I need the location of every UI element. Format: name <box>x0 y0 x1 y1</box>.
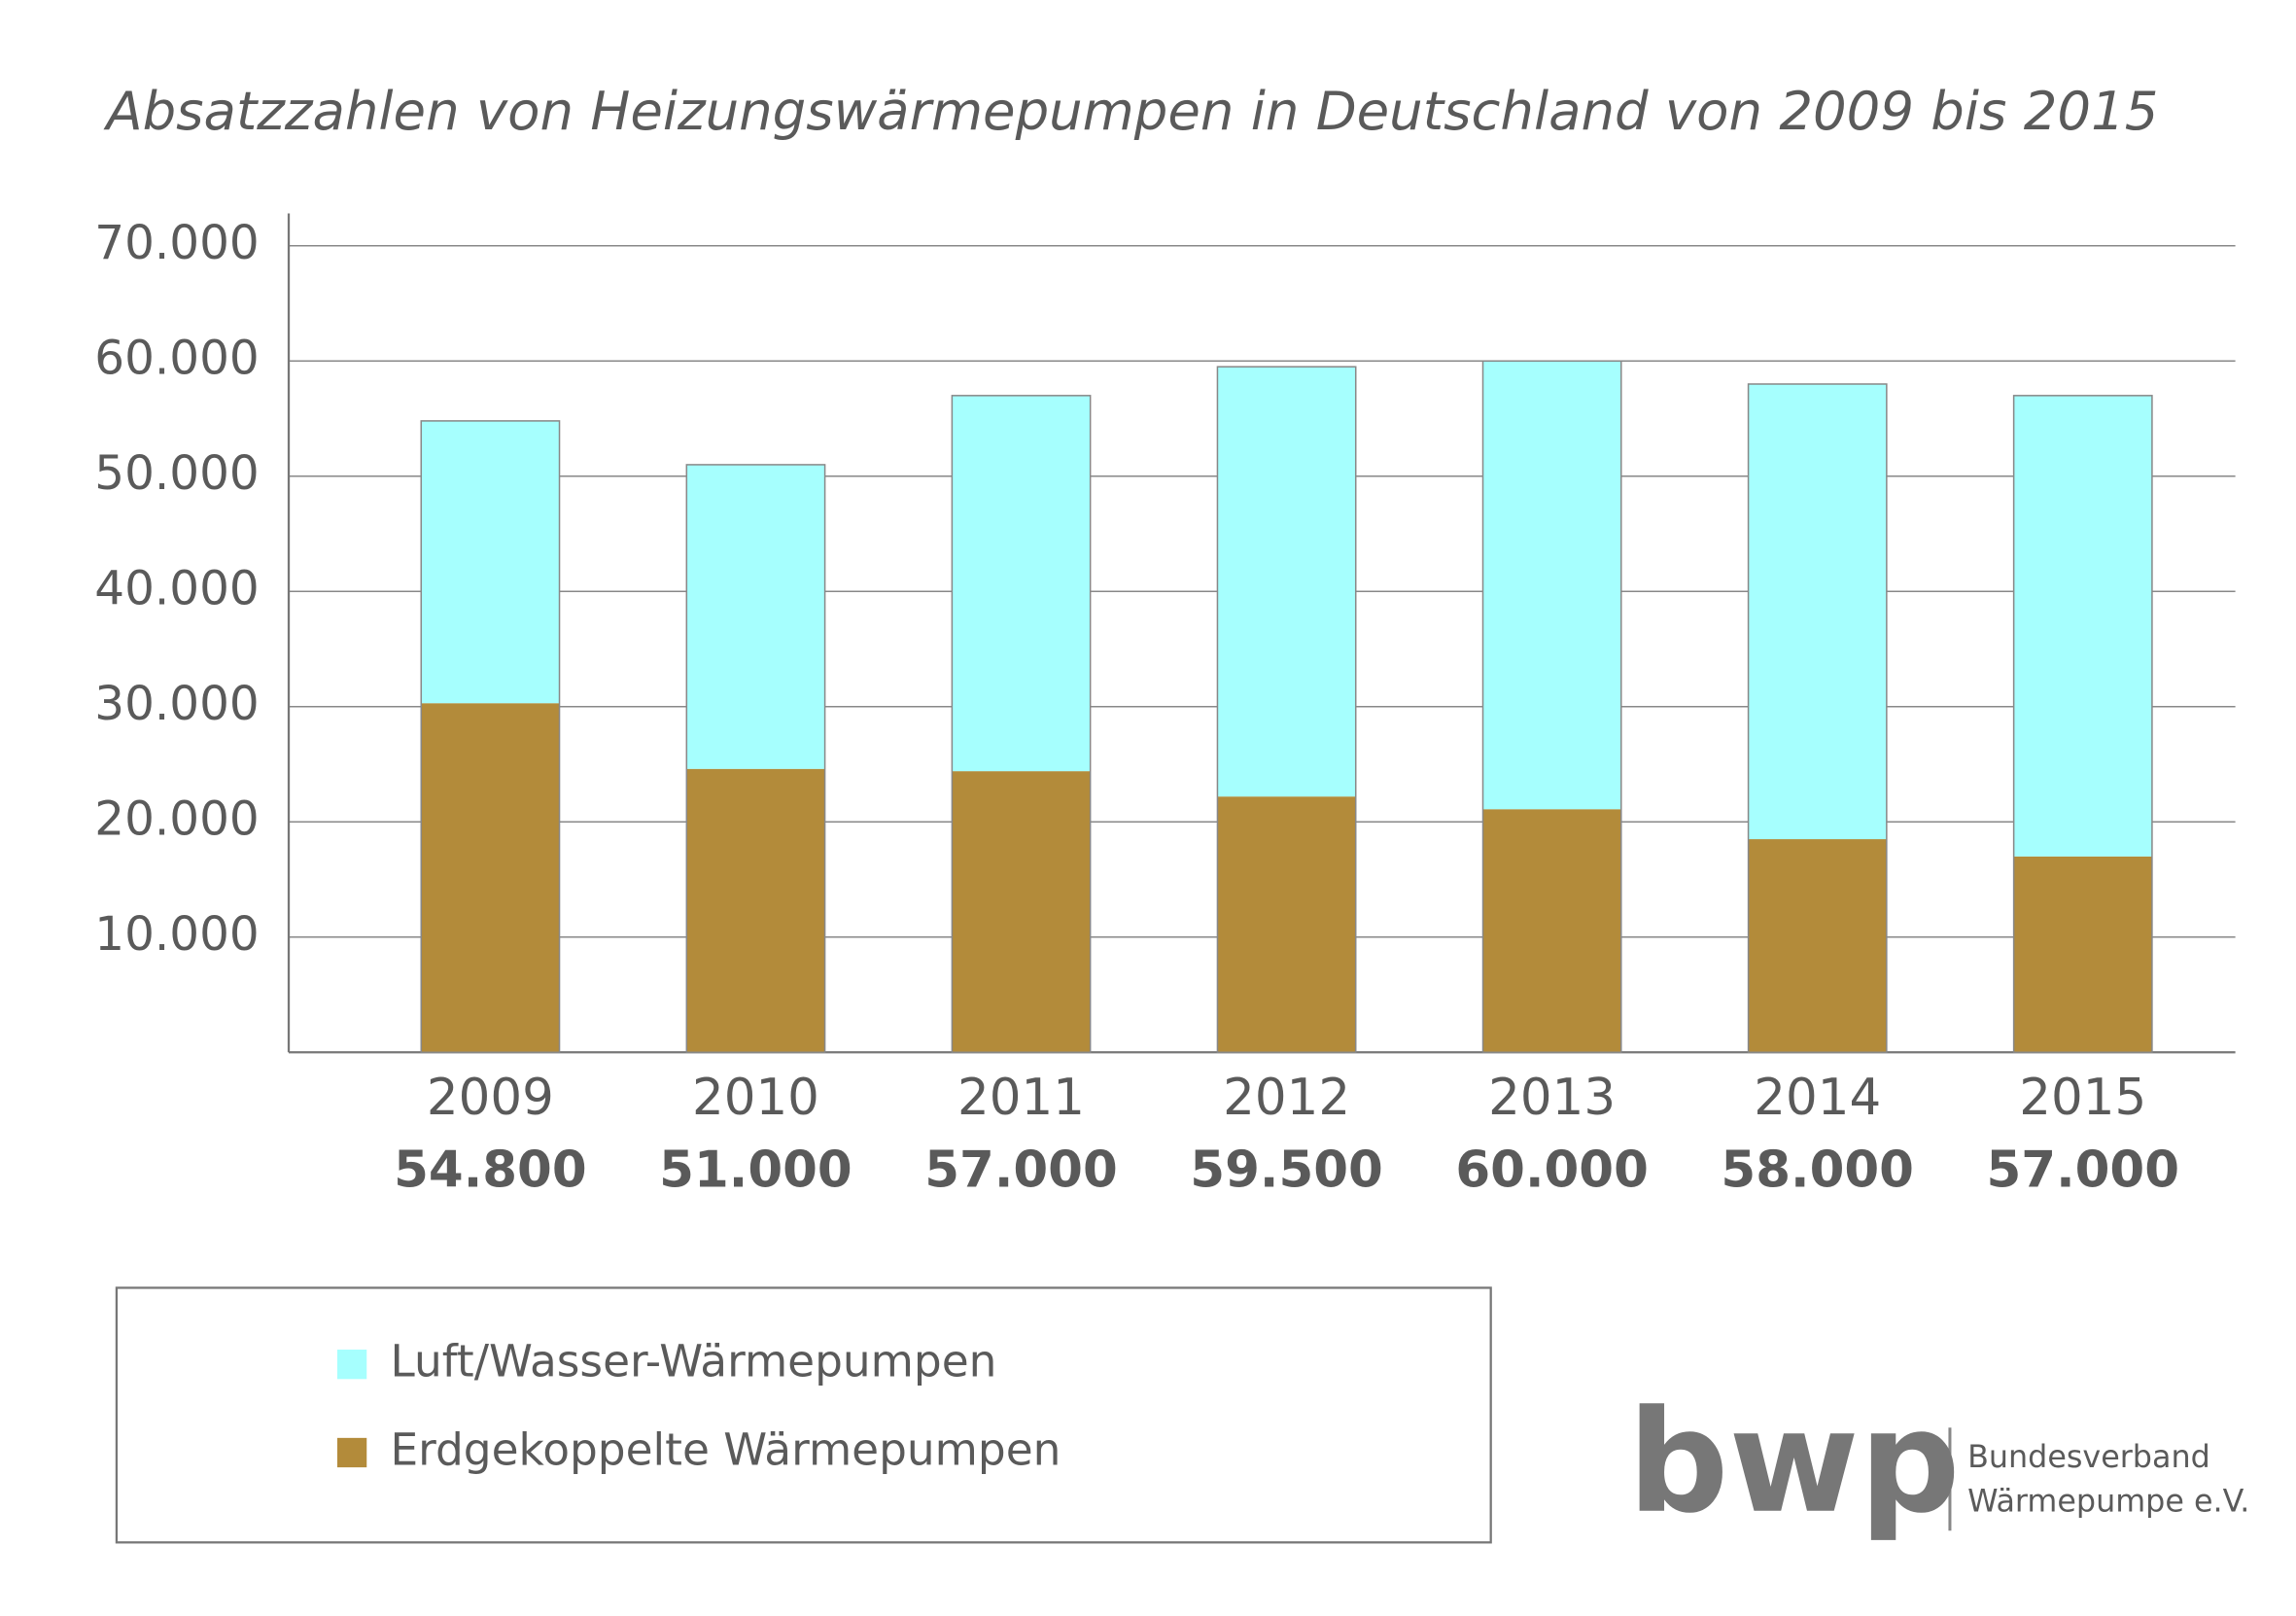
x-tick-label: 2015 <box>2019 1069 2146 1127</box>
y-tick-label: 10.000 <box>94 907 259 962</box>
bar-outline <box>1216 366 1357 1054</box>
total-label: 54.800 <box>394 1141 587 1199</box>
y-tick-label: 50.000 <box>94 446 259 501</box>
bar-segment <box>1217 367 1356 797</box>
logo-text: Wärmepumpe e.V. <box>1967 1484 2249 1519</box>
bar-segment <box>1748 383 1887 840</box>
x-tick-label: 2013 <box>1488 1069 1616 1127</box>
x-tick-label: 2012 <box>1223 1069 1350 1127</box>
bar-segment <box>2013 395 2152 857</box>
bar-segment <box>952 395 1091 772</box>
x-tick-label: 2010 <box>692 1069 819 1127</box>
legend-label: Luft/Wasser-Wärmepumpen <box>390 1336 996 1388</box>
bar-segment <box>686 768 825 1053</box>
bar-segment <box>421 420 560 704</box>
bar-outline <box>685 464 826 1054</box>
total-label: 51.000 <box>659 1141 852 1199</box>
bar-segment <box>2013 856 2152 1053</box>
bar-segment <box>686 464 825 769</box>
legend-box <box>115 1286 1492 1544</box>
x-tick-label: 2009 <box>427 1069 554 1127</box>
y-tick-label: 30.000 <box>94 677 259 731</box>
x-tick-label: 2011 <box>957 1069 1085 1127</box>
bar-segment <box>952 771 1091 1053</box>
logo-text: Bundesverband <box>1967 1440 2210 1475</box>
logo-mark: bwp <box>1627 1381 1960 1545</box>
bar-segment <box>1482 809 1621 1053</box>
bar-outline <box>420 420 561 1054</box>
bar-segment <box>1482 361 1621 810</box>
x-tick-label: 2014 <box>1754 1069 1881 1127</box>
total-label: 58.000 <box>1721 1141 1914 1199</box>
total-label: 60.000 <box>1455 1141 1649 1199</box>
y-tick-label: 40.000 <box>94 561 259 615</box>
bar-segment <box>1748 839 1887 1053</box>
legend-label: Erdgekoppelte Wärmepumpen <box>390 1423 1061 1475</box>
bar-outline <box>1481 360 1622 1054</box>
y-tick-label: 60.000 <box>94 331 259 385</box>
bar-segment <box>421 703 560 1053</box>
y-tick-label: 20.000 <box>94 791 259 846</box>
total-label: 57.000 <box>1986 1141 2179 1199</box>
bar-outline <box>2012 395 2153 1054</box>
bar-segment <box>1217 796 1356 1053</box>
bar-outline <box>951 395 1092 1054</box>
total-label: 59.500 <box>1190 1141 1383 1199</box>
y-tick-label: 70.000 <box>94 216 259 270</box>
chart-title: Absatzzahlen von Heizungswärmepumpen in … <box>103 80 2158 142</box>
legend-swatch <box>336 1350 367 1380</box>
legend-swatch <box>336 1437 367 1468</box>
bar-outline <box>1747 383 1888 1054</box>
total-label: 57.000 <box>924 1141 1118 1199</box>
